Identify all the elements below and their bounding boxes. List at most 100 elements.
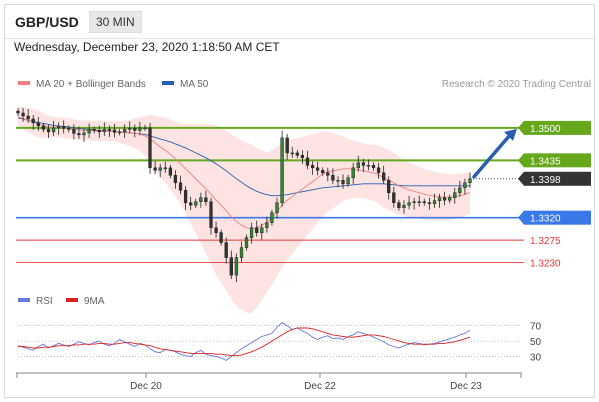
candle-body: [72, 129, 76, 134]
candle-body: [62, 126, 66, 129]
chart-header: GBP/USD 30 MIN: [5, 5, 594, 39]
candle-body: [442, 197, 447, 201]
level-label-1: 1.3435: [530, 156, 561, 167]
level-tag-pointer-1: [518, 153, 524, 168]
candle: [427, 197, 432, 210]
candle: [194, 198, 198, 209]
timeframe-badge[interactable]: 30 MIN: [89, 11, 142, 33]
candle: [341, 174, 345, 189]
candle-body: [244, 237, 249, 248]
candle-body: [351, 167, 355, 179]
candle: [204, 190, 208, 206]
level-tag-1: [524, 153, 591, 168]
candle: [280, 130, 284, 207]
candle: [321, 167, 325, 176]
candle: [366, 159, 371, 171]
candle: [133, 124, 137, 138]
level-tag-pointer-3: [518, 210, 524, 225]
candle: [158, 163, 162, 178]
candle-body: [77, 133, 81, 136]
candle-body: [158, 167, 162, 171]
candle-body: [189, 202, 193, 206]
candle: [336, 176, 340, 188]
candle-body: [402, 204, 406, 208]
candle: [468, 172, 472, 188]
candle-body: [270, 212, 274, 223]
candle-body: [290, 152, 294, 155]
candle-body: [255, 227, 259, 233]
candle: [123, 124, 127, 138]
candle: [209, 197, 213, 235]
candle: [173, 170, 178, 189]
candle-body: [82, 132, 86, 136]
candle-body: [41, 125, 46, 130]
candle: [285, 133, 289, 160]
candle-body: [295, 152, 299, 156]
candle: [382, 165, 386, 185]
candle-body: [361, 162, 366, 166]
candle: [56, 122, 61, 135]
candle-body: [376, 167, 381, 174]
candle: [448, 194, 452, 204]
candle-body: [300, 155, 305, 159]
level-tag-2: [524, 171, 591, 186]
candle-body: [87, 129, 91, 134]
candle: [199, 192, 203, 208]
candle: [77, 126, 81, 139]
candle: [219, 229, 223, 246]
candle-body: [153, 167, 157, 171]
candle: [229, 250, 233, 280]
candle-body: [117, 131, 122, 134]
candle: [21, 107, 25, 122]
candle: [163, 161, 167, 173]
candle-body: [194, 201, 198, 206]
candle-body: [412, 201, 416, 203]
candle-body: [199, 197, 203, 202]
candle-body: [107, 129, 112, 131]
candle-body: [326, 172, 330, 176]
candle-body: [183, 190, 188, 204]
candle-body: [422, 201, 426, 203]
rsi-tick-label: 30: [530, 352, 542, 363]
candle: [407, 195, 411, 210]
candle-body: [214, 227, 218, 233]
candle-body: [280, 137, 284, 203]
x-tick-label: Dec 20: [130, 381, 162, 392]
legend-ma50: MA 50: [162, 79, 208, 91]
level-tag-pointer-0: [518, 120, 524, 135]
candle-body: [336, 180, 340, 182]
candle-body: [163, 167, 167, 170]
candle: [305, 150, 310, 170]
level-label-2: 1.3398: [530, 175, 561, 186]
candle: [463, 178, 467, 195]
candle-body: [123, 129, 127, 133]
candle: [117, 128, 122, 136]
candle-body: [371, 165, 376, 169]
candle: [412, 197, 416, 210]
candle: [310, 161, 315, 175]
candle-body: [224, 242, 228, 258]
candle-body: [148, 127, 152, 169]
candle-body: [437, 197, 442, 201]
candle-body: [204, 197, 208, 202]
candle-body: [407, 202, 411, 206]
candle: [138, 121, 142, 136]
candle: [290, 146, 294, 158]
candle: [31, 114, 35, 130]
level-label-0: 1.3500: [530, 124, 561, 135]
candle-body: [112, 129, 117, 133]
forecast-arrow-shaft: [472, 132, 513, 179]
candle: [315, 161, 320, 176]
candle: [189, 196, 193, 211]
candle-body: [234, 257, 239, 276]
candle: [255, 220, 259, 237]
candle: [46, 124, 51, 138]
candle-body: [138, 127, 142, 131]
candle: [346, 174, 350, 187]
candle: [153, 160, 157, 175]
candle: [300, 150, 305, 164]
candle: [432, 193, 437, 208]
candle: [234, 253, 239, 283]
candle: [351, 162, 355, 184]
candle-body: [448, 197, 452, 201]
